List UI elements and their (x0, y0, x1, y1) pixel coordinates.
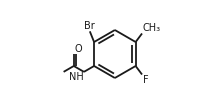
Text: Br: Br (84, 21, 95, 31)
Text: CH₃: CH₃ (143, 23, 161, 33)
Text: O: O (74, 44, 82, 54)
Text: F: F (143, 75, 148, 85)
Text: NH: NH (69, 72, 83, 82)
